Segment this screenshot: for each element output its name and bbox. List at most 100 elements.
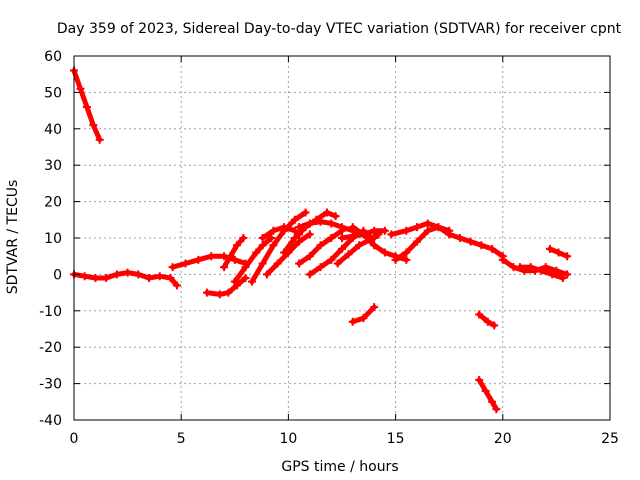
x-tick-label: 15 [387,431,405,447]
data-point [387,230,396,239]
data-point [380,226,389,235]
data-point [333,259,342,268]
data-point [338,223,346,232]
data-point [338,244,346,253]
data-point [102,274,111,283]
data-point [355,241,364,250]
data-point [327,234,336,242]
data-point [207,252,216,261]
y-tick-label: -10 [39,304,62,320]
data-point [563,270,572,279]
data-point [290,234,299,242]
series-arc-24 [475,375,501,414]
y-tick-label: 40 [44,122,62,138]
y-tick-label: 10 [44,231,62,247]
data-point [348,317,357,326]
data-point [82,102,91,111]
data-point [239,234,248,242]
data-point [95,135,104,144]
y-tick-label: -40 [39,413,62,429]
data-point [269,226,278,235]
data-point [445,230,454,239]
data-point [252,248,261,257]
data-point [359,314,368,323]
data-point [492,405,501,414]
series-arc-22 [545,244,572,261]
y-tick-label: 20 [44,195,62,211]
data-point [181,259,190,268]
data-point [391,255,400,264]
series-trace [71,270,180,288]
y-tick-label: 50 [44,85,62,101]
data-point [331,212,340,221]
data-point [338,234,346,242]
data-point [481,386,490,395]
data-points [70,66,572,414]
data-point [134,270,143,279]
data-point [322,208,331,217]
series-arc-6 [230,234,276,286]
series-trace [476,377,499,412]
data-point [344,250,353,259]
series-arc-2 [70,268,181,290]
data-point [123,268,132,277]
data-point [545,244,554,253]
y-axis-label: SDTVAR / TECUs [5,180,21,295]
grid [74,56,610,420]
data-point [305,252,314,261]
data-point [247,277,256,286]
data-point [80,272,89,281]
series-trace [249,210,309,285]
series-arc-1 [70,66,104,144]
data-point [488,397,497,406]
data-point [280,223,289,232]
data-point [194,255,203,264]
data-point [359,230,368,239]
data-point [269,241,278,250]
y-tick-label: 30 [44,158,62,174]
data-point [316,263,325,272]
data-point [76,84,85,93]
data-point [348,223,357,232]
data-point [89,121,98,130]
axis-ticks: 0 5 10 15 20 25 -40 -30 -20 -10 0 10 20 30 40 50 60 [39,49,619,447]
data-point [232,241,241,250]
data-point [327,255,336,264]
data-point [413,237,422,246]
data-point [224,288,233,297]
data-point [258,241,267,250]
data-point [273,259,282,268]
series-arc-3 [168,252,250,272]
data-point [475,310,484,319]
series-arc-17 [348,303,379,326]
y-tick-label: -20 [39,340,62,356]
data-point [262,270,271,279]
data-point [490,321,499,330]
data-point [168,263,177,272]
series-arc-7 [247,208,310,286]
data-point [230,277,239,286]
data-point [202,288,211,297]
series-arc-23 [475,310,499,330]
data-point [466,237,475,246]
data-point [423,226,432,235]
data-point [537,266,546,275]
data-point [434,223,443,232]
data-point [295,223,304,232]
series-arc-21 [515,263,567,283]
data-point [563,252,572,261]
data-point [548,270,557,279]
data-point [290,226,299,235]
data-point [172,281,181,290]
series-arc-9 [262,230,314,279]
x-tick-label: 25 [601,431,619,447]
data-point [155,272,164,281]
data-point [112,270,121,279]
data-point [305,270,314,279]
data-point [267,234,276,242]
data-point [316,241,325,250]
data-point [370,226,379,235]
data-point [370,241,379,250]
x-tick-label: 0 [70,431,79,447]
